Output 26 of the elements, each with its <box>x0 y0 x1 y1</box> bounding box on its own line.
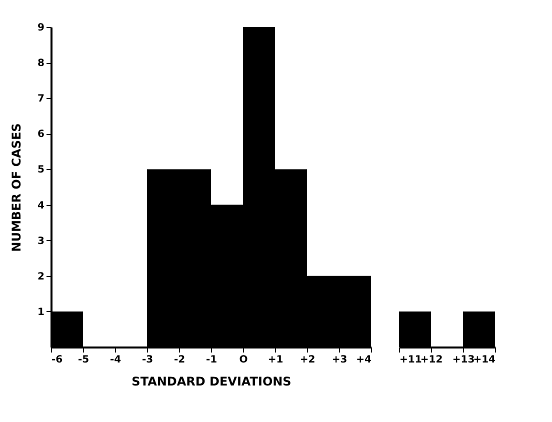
x-tick-label: O <box>239 354 248 366</box>
x-tick-label: +11 <box>400 354 422 366</box>
x-tick-label: -6 <box>52 354 63 366</box>
y-tick-label: 7 <box>38 94 45 105</box>
y-axis-title: NUMBER OF CASES <box>10 123 24 252</box>
y-tick-label: 2 <box>38 271 45 282</box>
x-tick-label: -5 <box>78 354 90 366</box>
y-tick-label: 8 <box>38 58 45 70</box>
x-tick-label: -2 <box>174 354 186 366</box>
x-tick-label: -3 <box>142 354 154 366</box>
x-tick-label: +13 <box>452 354 475 366</box>
x-tick-label: +14 <box>473 354 496 366</box>
x-tick-label: +4 <box>356 354 372 366</box>
x-tick-label: +2 <box>300 354 316 366</box>
y-tick-label: 5 <box>38 164 45 176</box>
x-axis-title: STANDARD DEVIATIONS <box>132 374 292 388</box>
y-tick-label: 1 <box>38 306 45 318</box>
x-tick-label: -1 <box>206 354 218 366</box>
y-tick-label: 6 <box>38 129 45 140</box>
x-tick-label: +3 <box>332 354 348 366</box>
x-tick-label: -4 <box>110 354 122 366</box>
y-tick-label: 4 <box>38 200 45 212</box>
x-tick-label: +1 <box>268 354 284 366</box>
y-tick-label: 9 <box>38 22 45 34</box>
y-tick-label: 3 <box>38 236 45 247</box>
x-tick-label: +12 <box>420 354 443 366</box>
